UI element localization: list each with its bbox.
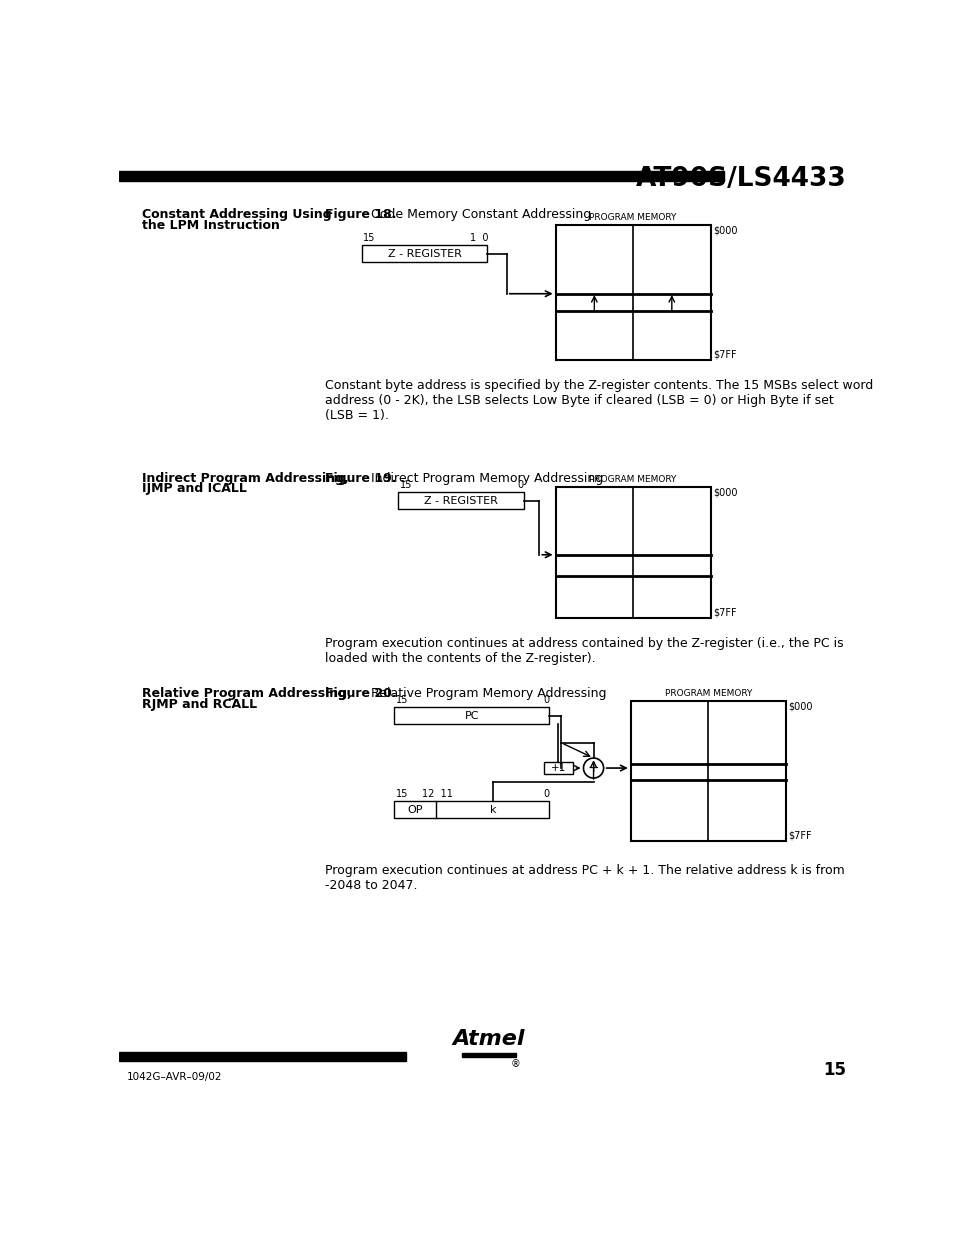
Text: 15: 15 [395,789,408,799]
Text: $7FF: $7FF [787,830,811,841]
Text: Relative Program Memory Addressing: Relative Program Memory Addressing [363,687,606,700]
Text: $7FF: $7FF [712,608,736,618]
Text: Figure 20.: Figure 20. [324,687,395,700]
Text: AT90S/LS4433: AT90S/LS4433 [635,165,845,191]
Text: Figure 18.: Figure 18. [324,209,395,221]
Text: Indirect Program Memory Addressing: Indirect Program Memory Addressing [363,472,603,484]
Text: +: + [587,761,598,776]
Text: $000: $000 [712,488,737,498]
Text: +1: +1 [550,763,565,773]
Bar [461,1053,516,1057]
Text: Code Memory Constant Addressing: Code Memory Constant Addressing [363,209,591,221]
Text: Figure 19.: Figure 19. [324,472,395,484]
Text: $000: $000 [712,226,737,236]
Text: Program execution continues at address PC + k + 1. The relative address k is fro: Program execution continues at address P… [324,864,843,893]
Text: 15: 15 [363,233,375,243]
Text: 1  0: 1 0 [470,233,488,243]
Bar [630,701,785,841]
Bar [555,487,710,618]
Text: Indirect Program Addressing,: Indirect Program Addressing, [142,472,349,484]
Text: 0: 0 [542,789,549,799]
Text: RJMP and RCALL: RJMP and RCALL [142,698,257,711]
Text: ®: ® [510,1060,519,1070]
Text: the LPM Instruction: the LPM Instruction [142,219,280,232]
Bar [555,225,710,359]
Text: Atmel: Atmel [453,1029,524,1049]
Text: 15: 15 [395,695,408,705]
Text: 0: 0 [517,480,523,490]
Text: PROGRAM MEMORY: PROGRAM MEMORY [664,689,751,698]
Text: Z - REGISTER: Z - REGISTER [387,248,461,258]
Bar [119,1052,406,1061]
Text: Constant Addressing Using: Constant Addressing Using [142,209,332,221]
Text: IJMP and ICALL: IJMP and ICALL [142,483,247,495]
Bar [119,172,723,182]
Bar [397,493,523,509]
Text: Relative Program Addressing,: Relative Program Addressing, [142,687,352,700]
Text: 0: 0 [542,695,549,705]
Text: 15: 15 [399,480,412,490]
Text: $000: $000 [787,701,812,711]
Text: 15: 15 [822,1061,845,1078]
Bar [394,802,549,818]
Bar [394,708,549,724]
Text: PC: PC [464,710,478,721]
Text: Program execution continues at address contained by the Z-register (i.e., the PC: Program execution continues at address c… [324,637,842,666]
Text: OP: OP [407,805,422,815]
Text: $7FF: $7FF [712,350,736,359]
Text: Constant byte address is specified by the Z-register contents. The 15 MSBs selec: Constant byte address is specified by th… [324,379,872,422]
Text: PROGRAM MEMORY: PROGRAM MEMORY [589,214,676,222]
Text: PROGRAM MEMORY: PROGRAM MEMORY [589,475,676,484]
Bar [361,246,487,262]
Text: k: k [489,805,496,815]
Bar [543,762,572,774]
Text: Z - REGISTER: Z - REGISTER [424,496,497,506]
Text: 12  11: 12 11 [422,789,453,799]
Text: 1042G–AVR–09/02: 1042G–AVR–09/02 [127,1072,222,1082]
